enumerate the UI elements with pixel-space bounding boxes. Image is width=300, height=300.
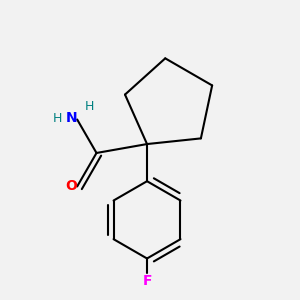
Text: N: N — [65, 111, 77, 125]
Text: H: H — [84, 100, 94, 112]
Text: F: F — [142, 274, 152, 288]
Text: H: H — [53, 112, 62, 124]
Text: O: O — [65, 179, 77, 194]
